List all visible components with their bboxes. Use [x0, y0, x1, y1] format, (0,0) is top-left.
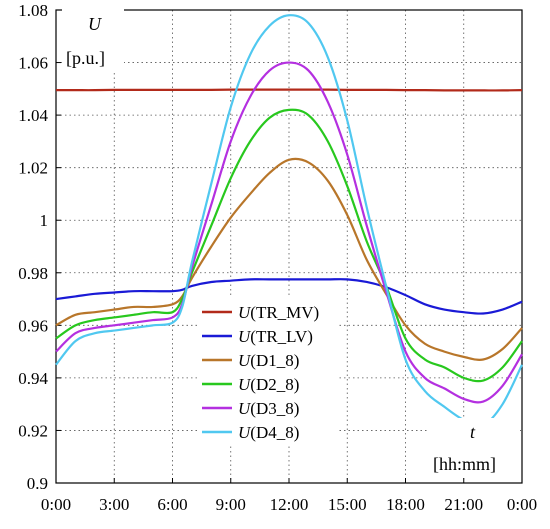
- x-tick-label: 15:00: [328, 495, 367, 514]
- legend-label: U(TR_LV): [238, 327, 313, 346]
- series-line-d1-8: [55, 157, 523, 361]
- x-tick-label: 0:00: [507, 495, 537, 514]
- y-axis-unit: [p.u.]: [66, 48, 105, 68]
- y-tick-label: 1.02: [18, 159, 48, 178]
- x-tick-label: 0:00: [41, 495, 71, 514]
- legend-label: U(D1_8): [238, 351, 299, 370]
- x-tick-label: 3:00: [99, 495, 129, 514]
- y-tick-label: 0.94: [18, 369, 48, 388]
- series-lines: [55, 14, 523, 428]
- x-tick-label: 18:00: [386, 495, 425, 514]
- y-tick-label: 0.92: [18, 421, 48, 440]
- x-tick-label: 12:00: [270, 495, 309, 514]
- y-tick-label: 0.96: [18, 316, 48, 335]
- legend-label: U(D3_8): [238, 399, 299, 418]
- y-tick-label: 1.04: [18, 106, 48, 125]
- legend-label: U(D2_8): [238, 375, 299, 394]
- x-axis-unit: [hh:mm]: [433, 454, 496, 474]
- x-tick-label: 9:00: [216, 495, 246, 514]
- y-tick-label: 0.98: [18, 264, 48, 283]
- series-line-d3-8: [55, 61, 523, 404]
- legend: U(TR_MV) U(TR_LV) U(D1_8) U(D2_8) U(D3_8) U(D…: [202, 303, 319, 442]
- series-line-tr-lv: [55, 278, 523, 315]
- legend-label: U(D4_8): [238, 423, 299, 442]
- y-axis-symbol: U: [88, 14, 102, 34]
- ticks: 0:00 3:00 6:00 9:00 12:00 15:00 18:00 21:00 0:00…: [18, 1, 537, 514]
- legend-background: [198, 298, 338, 446]
- series-line-tr-mv: [55, 88, 523, 92]
- y-tick-label: 1.08: [18, 1, 48, 20]
- y-tick-label: 1.06: [18, 54, 48, 73]
- y-tick-label: 1: [40, 211, 49, 230]
- legend-label: U(TR_MV): [238, 303, 319, 322]
- series-line-d4-8: [55, 14, 523, 428]
- grid: [56, 10, 522, 483]
- y-axis-title-background: [62, 8, 124, 70]
- x-axis-title-background: [428, 418, 520, 478]
- x-tick-label: 6:00: [157, 495, 187, 514]
- x-tick-label: 21:00: [444, 495, 483, 514]
- series-line-d2-8: [55, 108, 523, 383]
- x-axis-symbol: t: [470, 422, 476, 442]
- y-tick-label: 0.9: [27, 474, 48, 493]
